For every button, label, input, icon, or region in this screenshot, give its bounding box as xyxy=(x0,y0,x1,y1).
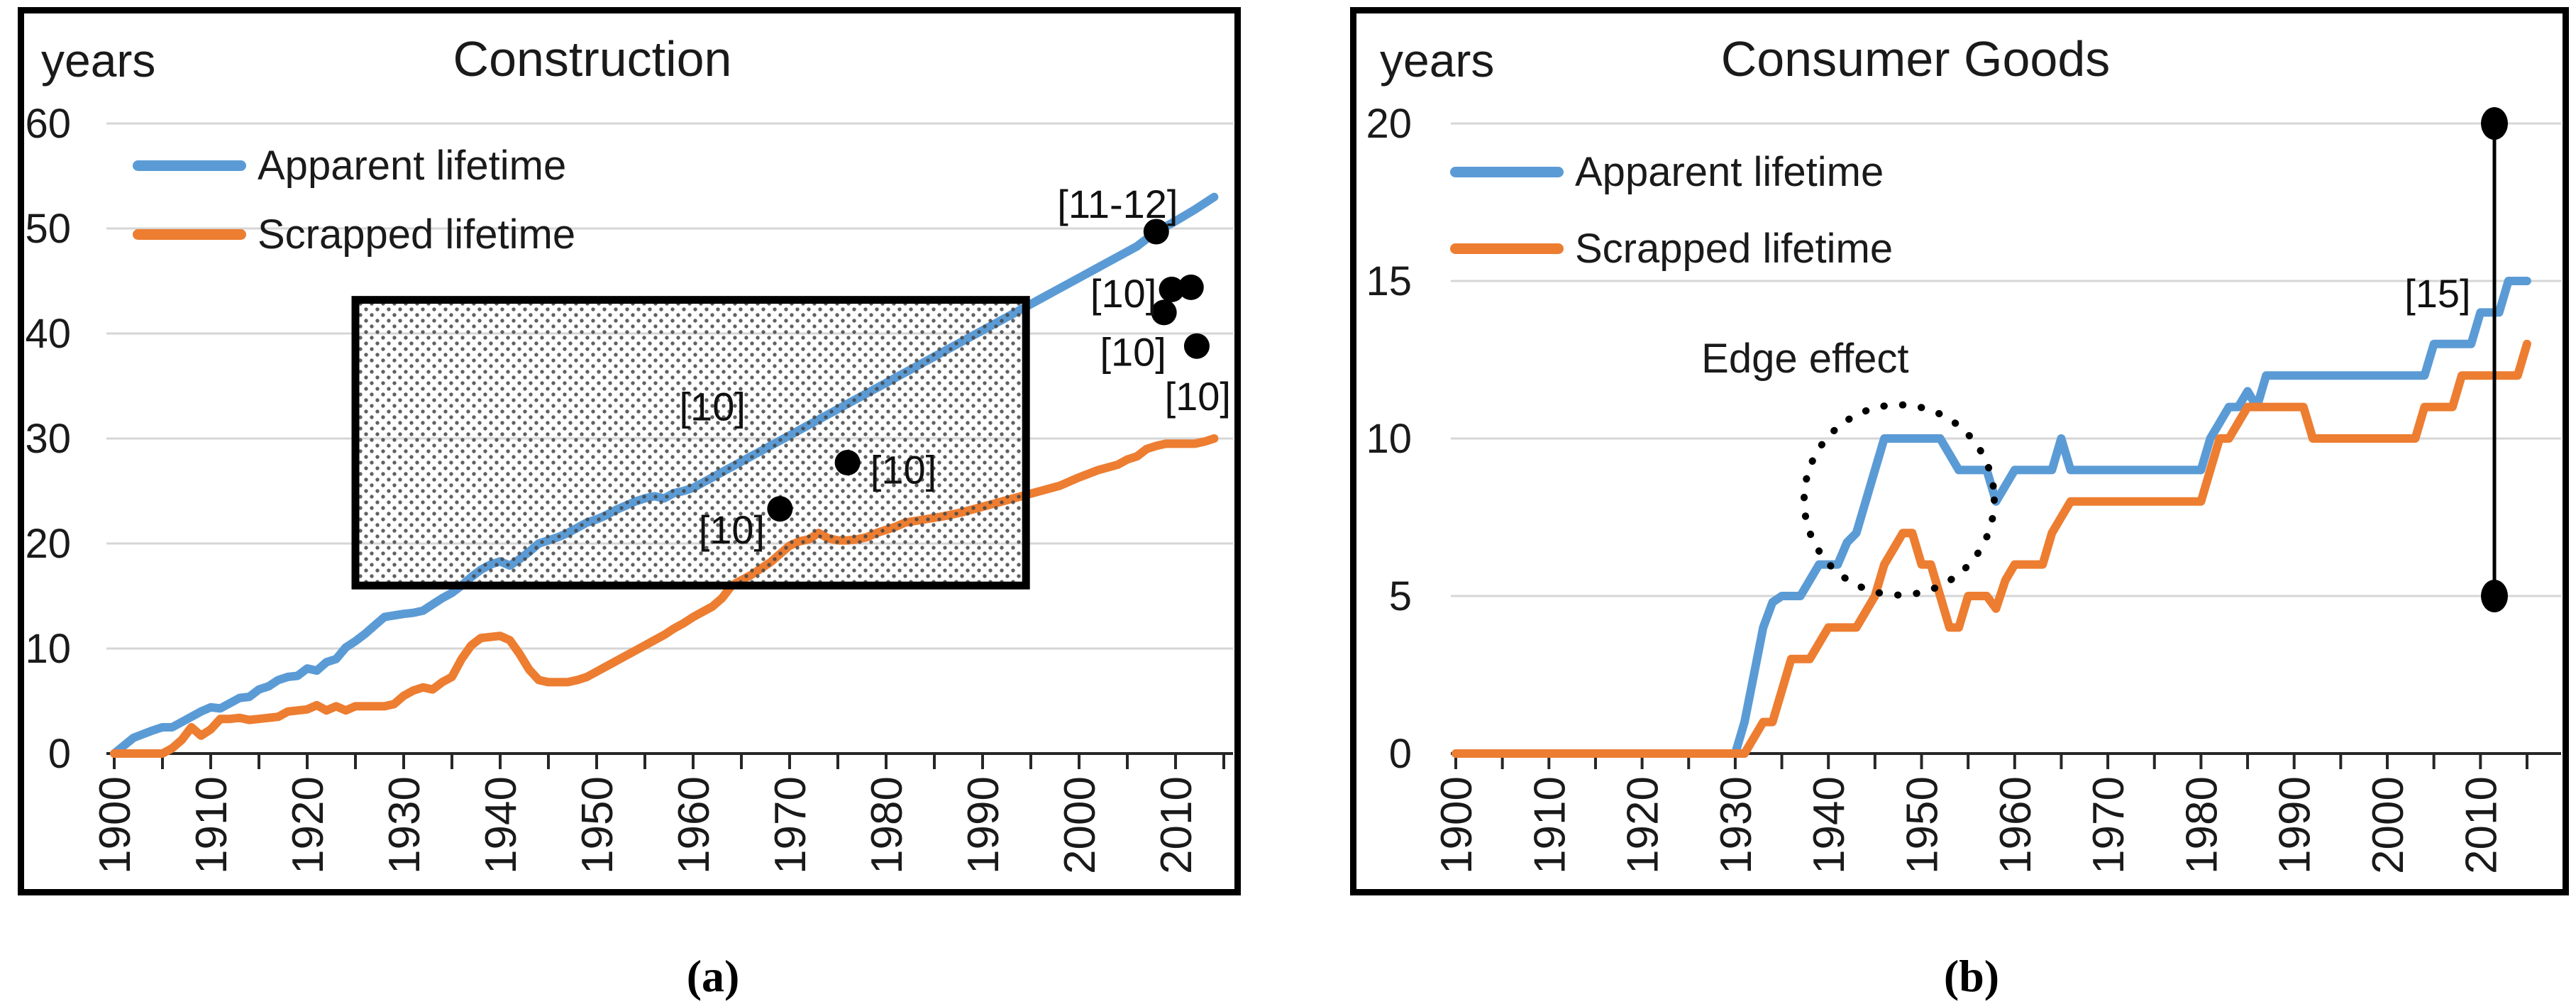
legend-item-apparent-construction: Apparent lifetime xyxy=(133,140,566,190)
legend-label-apparent: Apparent lifetime xyxy=(1575,148,1884,195)
x-tick-label-construction-1970: 1970 xyxy=(766,776,815,874)
x-tick-label-construction-1990: 1990 xyxy=(959,776,1008,874)
edge-effect-ellipse xyxy=(1800,401,1998,599)
y-tick-label-construction-20: 20 xyxy=(25,521,71,567)
legend-item-scrapped-construction: Scrapped lifetime xyxy=(133,209,575,259)
literature-point xyxy=(1143,219,1169,245)
y-tick-label-consumer-goods-10: 10 xyxy=(1366,416,1412,462)
x-tick-label-construction-1980: 1980 xyxy=(863,776,912,874)
x-tick-label-consumer-goods-1920: 1920 xyxy=(1619,776,1668,874)
y-tick-label-consumer-goods-0: 0 xyxy=(1389,731,1412,777)
y-tick-label-consumer-goods-20: 20 xyxy=(1366,101,1412,147)
y-axis-unit-label-construction: years xyxy=(41,34,156,87)
literature-point xyxy=(1159,276,1185,302)
x-tick-label-consumer-goods-1990: 1990 xyxy=(2271,776,2320,874)
annotation-label: [15] xyxy=(2404,271,2470,316)
dotted-region-box xyxy=(351,296,1030,590)
literature-point xyxy=(1183,333,1210,359)
legend-label-apparent: Apparent lifetime xyxy=(258,142,567,189)
x-tick-label-consumer-goods-1900: 1900 xyxy=(1432,776,1481,874)
x-tick-label-consumer-goods-1930: 1930 xyxy=(1712,776,1761,874)
x-tick-label-construction-1900: 1900 xyxy=(91,776,140,874)
construction-chart-frame xyxy=(18,7,1241,895)
panel-label-b: (b) xyxy=(1943,951,2000,1001)
legend-label-scrapped: Scrapped lifetime xyxy=(258,211,576,258)
chart-title-consumer-goods: Consumer Goods xyxy=(1720,31,2111,87)
apparent-lifetime-swatch xyxy=(133,160,246,171)
x-tick-label-construction-2010: 2010 xyxy=(1152,776,1201,874)
legend-item-scrapped-consumer-goods: Scrapped lifetime xyxy=(1450,224,1893,273)
edge-effect-label: Edge effect xyxy=(1701,336,1908,382)
literature-point xyxy=(834,450,861,476)
x-tick-label-consumer-goods-1940: 1940 xyxy=(1805,776,1854,874)
legend-label-scrapped: Scrapped lifetime xyxy=(1575,225,1894,272)
y-tick-label-consumer-goods-5: 5 xyxy=(1389,573,1412,619)
scrapped-lifetime-swatch xyxy=(1450,243,1564,254)
range-endpoint-dot xyxy=(2480,580,2508,612)
x-tick-label-consumer-goods-1910: 1910 xyxy=(1525,776,1574,874)
legend-item-apparent-consumer-goods: Apparent lifetime xyxy=(1450,147,1884,197)
range-endpoint-dot xyxy=(2480,107,2508,140)
scrapped-lifetime-swatch xyxy=(133,228,246,240)
literature-point xyxy=(767,496,793,522)
x-tick-label-consumer-goods-2000: 2000 xyxy=(2364,776,2413,874)
y-tick-label-construction-40: 40 xyxy=(25,311,71,357)
x-tick-label-construction-1930: 1930 xyxy=(380,776,429,874)
x-tick-label-construction-2000: 2000 xyxy=(1056,776,1105,874)
x-tick-label-construction-1920: 1920 xyxy=(284,776,333,874)
x-tick-label-consumer-goods-1950: 1950 xyxy=(1898,776,1947,874)
x-tick-label-consumer-goods-1960: 1960 xyxy=(1991,776,2040,874)
x-tick-label-consumer-goods-1970: 1970 xyxy=(2084,776,2133,874)
annotation-label: [10] xyxy=(870,447,936,492)
y-axis-unit-label-consumer-goods: years xyxy=(1380,34,1495,87)
annotation-label: [10] xyxy=(1090,271,1156,316)
x-tick-label-construction-1960: 1960 xyxy=(670,776,719,874)
y-tick-label-consumer-goods-15: 15 xyxy=(1366,258,1412,304)
annotation-label: [10] xyxy=(679,385,745,429)
annotation-label: [10] xyxy=(699,507,765,552)
x-tick-label-construction-1940: 1940 xyxy=(477,776,526,874)
panel-label-a: (a) xyxy=(686,951,740,1001)
x-tick-label-consumer-goods-2010: 2010 xyxy=(2457,776,2506,874)
y-tick-label-construction-0: 0 xyxy=(48,731,71,777)
y-tick-label-construction-60: 60 xyxy=(25,101,71,147)
y-tick-label-construction-10: 10 xyxy=(25,626,71,672)
chart-title-construction: Construction xyxy=(453,31,732,87)
literature-point xyxy=(1151,299,1177,326)
x-tick-label-consumer-goods-1980: 1980 xyxy=(2177,776,2226,874)
annotation-label: [11-12] xyxy=(1057,182,1178,226)
apparent-lifetime-swatch xyxy=(1450,166,1564,177)
x-tick-label-construction-1910: 1910 xyxy=(187,776,236,874)
annotation-label: [10] xyxy=(1100,330,1166,375)
scrapped-lifetime-line-consumer-goods xyxy=(1452,339,2531,758)
y-tick-label-construction-30: 30 xyxy=(25,416,71,462)
consumer-goods-chart-frame xyxy=(1350,7,2569,895)
annotation-label: [10] xyxy=(1165,374,1231,419)
y-tick-label-construction-50: 50 xyxy=(25,206,71,252)
literature-point xyxy=(1178,274,1204,300)
x-tick-label-construction-1950: 1950 xyxy=(573,776,622,874)
